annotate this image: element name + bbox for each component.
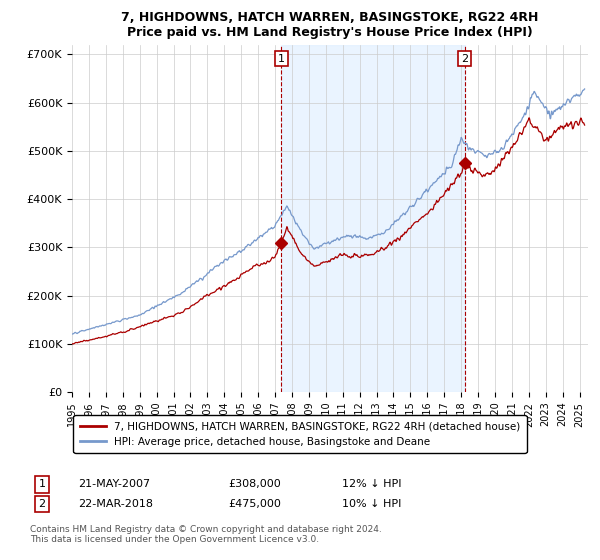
Text: 21-MAY-2007: 21-MAY-2007 — [78, 479, 150, 489]
Title: 7, HIGHDOWNS, HATCH WARREN, BASINGSTOKE, RG22 4RH
Price paid vs. HM Land Registr: 7, HIGHDOWNS, HATCH WARREN, BASINGSTOKE,… — [121, 11, 539, 39]
Text: Contains HM Land Registry data © Crown copyright and database right 2024.
This d: Contains HM Land Registry data © Crown c… — [30, 525, 382, 544]
Text: £308,000: £308,000 — [228, 479, 281, 489]
Text: 2: 2 — [461, 54, 469, 64]
Legend: 7, HIGHDOWNS, HATCH WARREN, BASINGSTOKE, RG22 4RH (detached house), HPI: Average: 7, HIGHDOWNS, HATCH WARREN, BASINGSTOKE,… — [73, 415, 527, 453]
Text: 22-MAR-2018: 22-MAR-2018 — [78, 499, 153, 509]
Text: 10% ↓ HPI: 10% ↓ HPI — [342, 499, 401, 509]
Text: £475,000: £475,000 — [228, 499, 281, 509]
Text: 1: 1 — [278, 54, 285, 64]
Text: 1: 1 — [38, 479, 46, 489]
Text: 12% ↓ HPI: 12% ↓ HPI — [342, 479, 401, 489]
Text: 2: 2 — [38, 499, 46, 509]
Bar — [281, 45, 465, 392]
